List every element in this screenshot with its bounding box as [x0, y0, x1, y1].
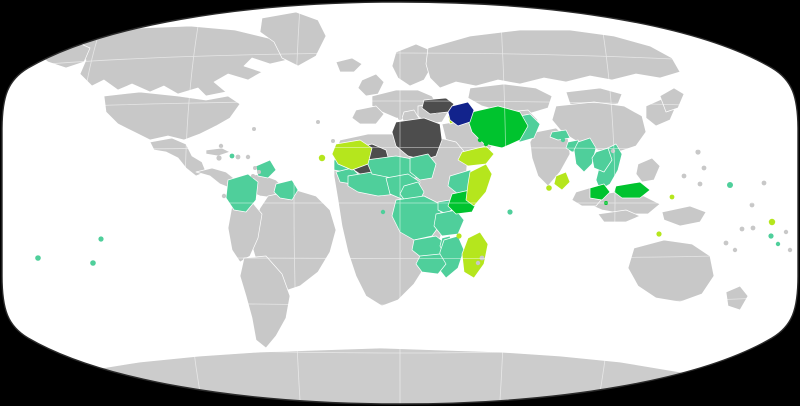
marker-pacific-east-2[interactable]: [35, 255, 41, 261]
marker-timor[interactable]: [656, 231, 662, 237]
category-teal-layer: [225, 113, 623, 279]
category-navy-layer: [447, 101, 475, 127]
marker-samoa[interactable]: [768, 218, 776, 226]
marker-bermuda[interactable]: [252, 127, 256, 131]
country-malaysia-borneo[interactable]: [613, 181, 651, 199]
country-zimbabwe[interactable]: [415, 253, 447, 275]
marker-cook-islands[interactable]: [783, 229, 789, 235]
country-papua-new-guinea[interactable]: [661, 205, 707, 227]
marker-brunei[interactable]: [624, 189, 630, 195]
marker-canary[interactable]: [331, 139, 335, 143]
marker-comoros[interactable]: [456, 233, 462, 239]
marker-haiti[interactable]: [229, 153, 235, 159]
marker-solomon-islands[interactable]: [723, 240, 729, 246]
country-iceland[interactable]: [335, 57, 363, 73]
country-trinidad[interactable]: [255, 159, 277, 179]
marker-bhutan[interactable]: [560, 137, 566, 143]
marker-cape-verde-atlantic[interactable]: [319, 155, 325, 161]
marker-cyprus[interactable]: [434, 112, 440, 118]
marker-pacific-east-3[interactable]: [90, 260, 96, 266]
marker-jamaica[interactable]: [216, 155, 222, 161]
marker-ascension[interactable]: [364, 235, 368, 239]
country-madagascar[interactable]: [461, 231, 489, 279]
marker-tuvalu[interactable]: [749, 202, 755, 208]
marker-reunion[interactable]: [475, 260, 481, 266]
marker-maldives[interactable]: [546, 185, 552, 191]
country-guyana[interactable]: [273, 179, 299, 201]
marker-hong-kong[interactable]: [610, 148, 616, 154]
country-syria[interactable]: [447, 101, 475, 127]
region-central-asia[interactable]: [467, 83, 553, 115]
continent-antarctica[interactable]: [25, 347, 771, 404]
country-somalia[interactable]: [465, 163, 493, 207]
country-peru-bolivia[interactable]: [227, 201, 263, 263]
marker-kiribati[interactable]: [761, 180, 767, 186]
marker-bahamas[interactable]: [218, 143, 224, 149]
marker-niue[interactable]: [775, 241, 781, 247]
country-british-isles[interactable]: [357, 73, 385, 97]
marker-saint-helena[interactable]: [369, 246, 375, 252]
country-myanmar[interactable]: [573, 137, 597, 173]
marker-sao-tome[interactable]: [380, 209, 386, 215]
marker-qatar[interactable]: [483, 141, 489, 147]
marker-new-caledonia[interactable]: [732, 247, 738, 253]
marker-grenada[interactable]: [251, 174, 255, 178]
marker-marshall-islands[interactable]: [701, 165, 707, 171]
marker-fiji[interactable]: [750, 225, 756, 231]
region-scandinavia[interactable]: [391, 43, 433, 87]
marker-dominican-republic[interactable]: [235, 154, 241, 160]
country-chile-argentina[interactable]: [239, 255, 291, 349]
marker-french-polynesia[interactable]: [787, 247, 793, 253]
country-australia[interactable]: [627, 239, 715, 303]
country-malaysia[interactable]: [589, 183, 611, 201]
country-chad[interactable]: [409, 153, 437, 181]
country-new-zealand[interactable]: [725, 285, 749, 311]
country-sri-lanka[interactable]: [553, 171, 571, 191]
country-russia[interactable]: [425, 29, 681, 89]
country-philippines[interactable]: [635, 157, 661, 183]
marker-palau[interactable]: [669, 194, 675, 200]
marker-nauru[interactable]: [727, 182, 733, 188]
country-iran[interactable]: [467, 105, 529, 149]
country-japan[interactable]: [659, 87, 685, 113]
marker-tonga[interactable]: [768, 233, 774, 239]
marker-hawaii[interactable]: [695, 149, 701, 155]
country-colombia[interactable]: [225, 173, 259, 213]
marker-taiwan-strait[interactable]: [620, 146, 624, 150]
marker-bahrain[interactable]: [477, 137, 483, 143]
marker-vanuatu[interactable]: [739, 226, 745, 232]
marker-seychelles[interactable]: [507, 209, 513, 215]
marker-azores[interactable]: [316, 120, 320, 124]
country-drc[interactable]: [391, 195, 443, 241]
island-marker-layer: [35, 112, 793, 266]
country-mexico[interactable]: [149, 137, 207, 177]
marker-micronesia[interactable]: [697, 181, 703, 187]
category-bright-green-layer: [447, 105, 651, 215]
marker-puerto-rico[interactable]: [245, 154, 251, 160]
island-java[interactable]: [597, 209, 641, 223]
marker-galapagos[interactable]: [221, 193, 227, 199]
marker-barbados[interactable]: [257, 170, 261, 174]
marker-guam[interactable]: [681, 173, 687, 179]
region-iberia[interactable]: [351, 105, 385, 125]
country-laos-cambodia[interactable]: [591, 147, 613, 173]
country-greenland[interactable]: [259, 11, 327, 67]
marker-saint-lucia[interactable]: [253, 166, 257, 170]
marker-pacific-east-1[interactable]: [98, 236, 104, 242]
